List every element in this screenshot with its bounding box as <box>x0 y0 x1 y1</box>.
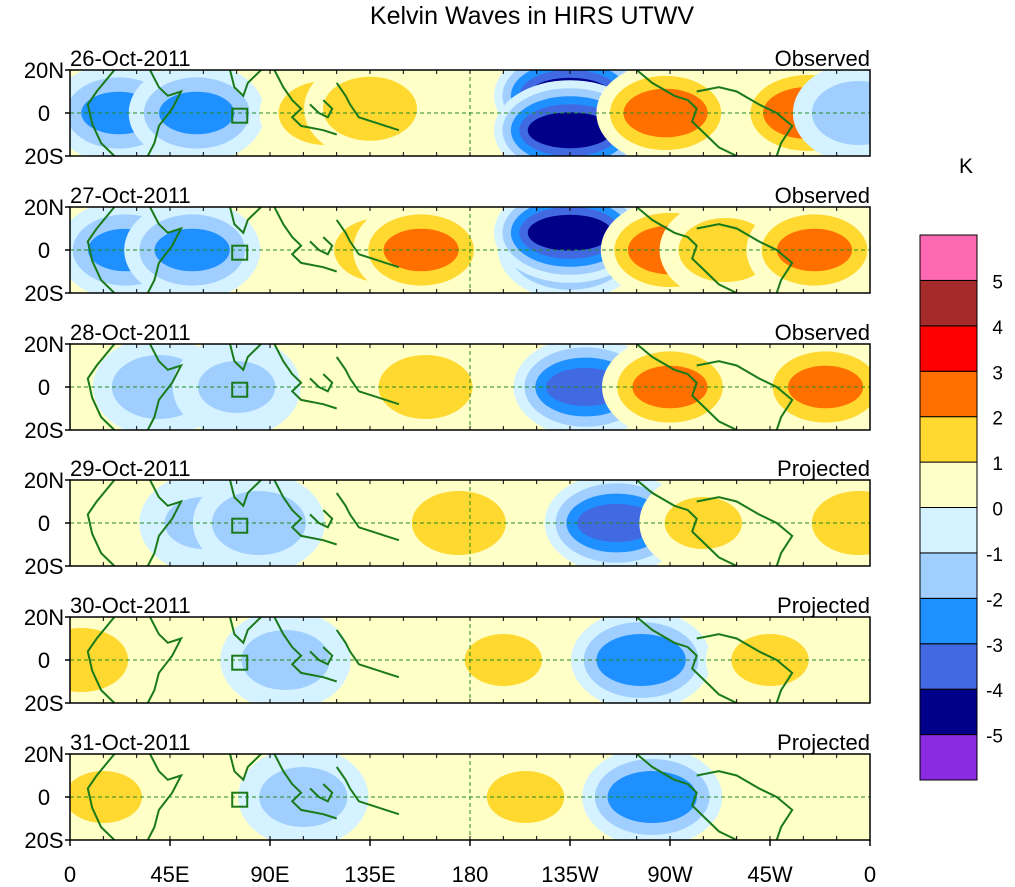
panel-type-label: Observed <box>775 46 870 71</box>
colorbar-swatch <box>920 644 977 689</box>
y-tick-label: 20N <box>24 605 64 630</box>
colorbar-label: -3 <box>986 636 1003 657</box>
y-tick-label: 20S <box>24 554 63 579</box>
x-tick-label: 0 <box>64 862 76 887</box>
anomaly-contour <box>323 77 417 141</box>
colorbar-swatch <box>920 598 977 643</box>
anomaly-contour <box>65 771 142 823</box>
colorbar-swatch <box>920 280 977 325</box>
panel-date-label: 30-Oct-2011 <box>70 593 191 618</box>
x-tick-label: 90E <box>250 862 289 887</box>
colorbar-label: 2 <box>992 409 1003 430</box>
y-tick-label: 0 <box>38 101 50 126</box>
panel-date-label: 27-Oct-2011 <box>70 183 191 208</box>
x-tick-label: 135W <box>541 862 599 887</box>
y-tick-label: 0 <box>38 511 50 536</box>
colorbar-swatch <box>920 417 977 462</box>
y-tick-label: 20S <box>24 691 63 716</box>
panel-31-Oct-2011: 31-Oct-2011 Projected 20N 0 20S <box>24 730 870 853</box>
colorbar-label: 5 <box>992 272 1003 293</box>
y-tick-label: 0 <box>38 238 50 263</box>
panel-26-Oct-2011: 26-Oct-2011 Observed 20N 0 20S <box>24 46 925 180</box>
anomaly-contour <box>812 81 906 145</box>
panel-28-Oct-2011: 28-Oct-2011 Observed 20N 0 20S <box>24 320 894 443</box>
y-tick-label: 0 <box>38 785 50 810</box>
x-tick-label: 45W <box>747 862 792 887</box>
colorbar-swatch <box>920 462 977 507</box>
panel-type-label: Projected <box>777 730 870 755</box>
x-axis: 0 45E 90E 135E 180 135W 90W 45W 0 <box>64 840 876 887</box>
panel-type-label: Observed <box>775 183 870 208</box>
colorbar-label: 0 <box>992 500 1003 521</box>
y-tick-label: 20N <box>24 742 64 767</box>
anomaly-contour <box>528 215 612 251</box>
anomaly-contour <box>198 361 275 413</box>
panel-date-label: 31-Oct-2011 <box>70 730 191 755</box>
colorbar-swatch <box>920 326 977 371</box>
colorbar-unit: K <box>959 155 973 178</box>
panel-date-label: 29-Oct-2011 <box>70 456 191 481</box>
panel-type-label: Projected <box>777 456 870 481</box>
colorbar-label: -5 <box>986 727 1003 748</box>
colorbar-swatch <box>920 553 977 598</box>
panel-date-label: 26-Oct-2011 <box>70 46 191 71</box>
panels: 26-Oct-2011 Observed 20N 0 20S 27-Oct-2011 Obs… <box>15 46 925 853</box>
x-tick-label: 90W <box>647 862 692 887</box>
colorbar-label: -2 <box>986 590 1003 611</box>
colorbar-swatch <box>920 508 977 553</box>
y-tick-label: 20S <box>24 418 63 443</box>
colorbar: -5 -4 -3 -2 -1 0 1 2 3 4 5 <box>920 235 1003 780</box>
anomaly-contour <box>742 747 864 847</box>
y-tick-label: 20S <box>24 281 63 306</box>
colorbar-swatch <box>920 235 977 280</box>
x-tick-label: 180 <box>452 862 489 887</box>
figure-title: Kelvin Waves in HIRS UTWV <box>370 2 694 30</box>
panel-date-label: 28-Oct-2011 <box>70 320 191 345</box>
colorbar-swatch <box>920 735 977 780</box>
y-tick-label: 20N <box>24 195 64 220</box>
panel-type-label: Observed <box>775 320 870 345</box>
panel-27-Oct-2011: 27-Oct-2011 Observed 20N 0 20S <box>24 183 883 306</box>
x-tick-label: 45E <box>150 862 189 887</box>
colorbar-label: 4 <box>992 318 1003 339</box>
y-tick-label: 0 <box>38 375 50 400</box>
panel-30-Oct-2011: 30-Oct-2011 Projected 20N 0 20S <box>15 593 870 716</box>
colorbar-label: 3 <box>992 363 1003 384</box>
y-tick-label: 20N <box>24 58 64 83</box>
y-tick-label: 20S <box>24 828 63 853</box>
y-tick-label: 20S <box>24 144 63 169</box>
anomaly-contour <box>812 491 906 555</box>
y-tick-label: 0 <box>38 648 50 673</box>
panel-29-Oct-2011: 29-Oct-2011 Projected 20N 0 20S <box>24 456 925 579</box>
colorbar-label: 1 <box>992 454 1003 475</box>
figure: Kelvin Waves in HIRS UTWV 26-Oct-2011 Obs… <box>0 0 1015 887</box>
y-tick-label: 20N <box>24 468 64 493</box>
x-tick-label: 0 <box>864 862 876 887</box>
panel-type-label: Projected <box>777 593 870 618</box>
colorbar-swatch <box>920 371 977 416</box>
x-tick-label: 135E <box>344 862 395 887</box>
colorbar-swatch <box>920 689 977 734</box>
colorbar-label: -4 <box>986 681 1003 702</box>
colorbar-label: -1 <box>986 545 1003 566</box>
y-tick-label: 20N <box>24 332 64 357</box>
